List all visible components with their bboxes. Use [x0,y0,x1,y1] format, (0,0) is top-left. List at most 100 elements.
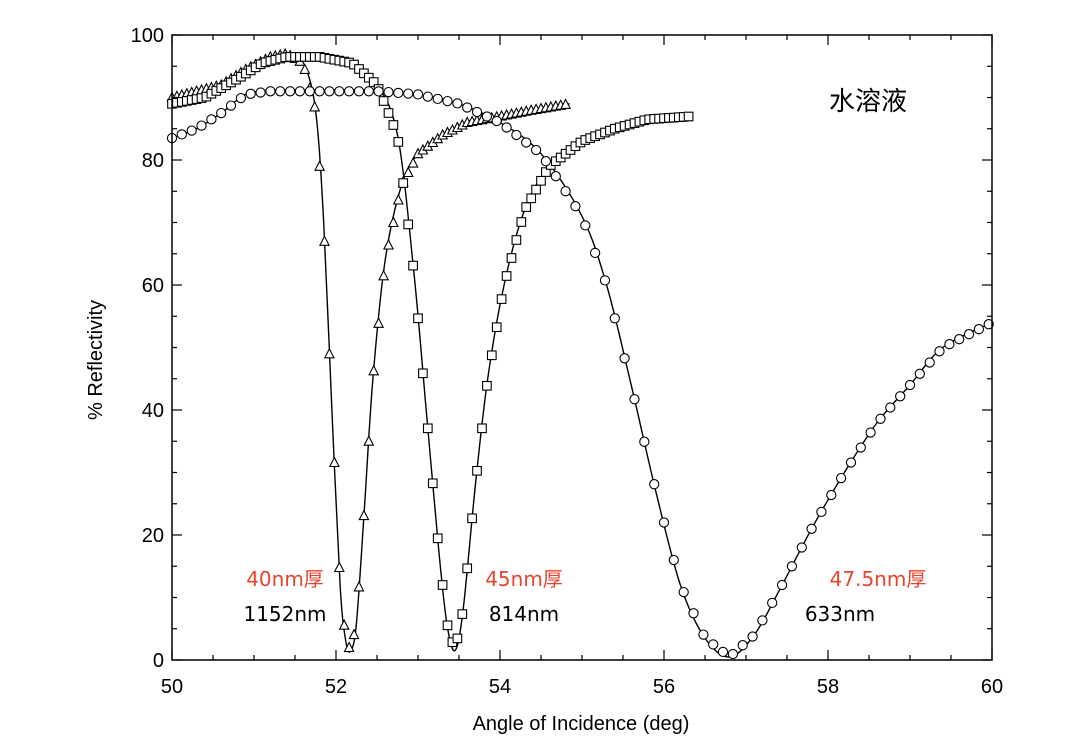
data-point-633nm [383,86,394,98]
data-point-633nm [265,86,276,97]
data-point-633nm [284,86,296,97]
data-point-1152nm [353,580,365,592]
data-point-633nm [580,220,591,231]
data-point-633nm [885,402,896,413]
data-point-633nm [727,648,739,660]
data-point-633nm [649,479,660,490]
data-point-633nm [196,120,207,131]
data-point-633nm [934,346,945,357]
thickness-label-47-5nm: 47.5nm厚 [830,567,927,591]
data-point-633nm [353,86,365,97]
data-point-814nm [486,350,497,361]
data-point-1152nm [402,166,414,178]
data-point-633nm [225,100,237,111]
thickness-label-45nm: 45nm厚 [485,567,563,591]
data-point-633nm [550,171,561,182]
data-point-633nm [560,186,571,197]
data-point-1152nm [319,235,330,246]
data-point-633nm [245,88,256,99]
y-tick-label: 80 [142,150,164,172]
data-point-633nm [403,88,414,99]
data-point-1152nm [392,193,404,205]
axis-ticks: 50 52 54 56 58 60 0 20 40 60 80 100 [131,25,1004,698]
data-point-814nm [516,217,527,227]
data-point-633nm [816,506,827,518]
data-point-814nm [501,271,512,281]
data-point-633nm [294,86,306,97]
data-point-633nm [275,86,286,97]
data-point-633nm [304,86,315,97]
data-point-814nm [683,111,694,122]
data-point-633nm [904,379,916,391]
data-point-814nm [378,96,389,106]
data-point-1152nm [323,347,335,359]
data-point-814nm [408,260,418,271]
data-point-814nm [437,580,448,590]
data-point-633nm [422,91,433,102]
data-point-633nm [983,319,994,330]
data-point-633nm [619,353,630,364]
data-point-633nm [895,391,906,402]
data-point-1152nm [343,641,355,653]
data-point-633nm [432,93,443,105]
data-point-633nm [954,334,965,345]
data-point-633nm [206,114,217,125]
y-tick-label: 0 [153,650,164,672]
data-point-633nm [776,579,788,591]
data-point-814nm [482,380,492,391]
data-point-633nm [924,357,935,368]
data-point-1152nm [333,561,345,573]
data-point-633nm [629,394,640,405]
data-point-814nm [526,193,537,204]
data-point-814nm [398,178,409,188]
data-point-1152nm [309,100,321,112]
x-tick-label: 60 [981,676,1003,698]
data-point-633nm [471,106,483,118]
data-point-1152nm [373,317,385,328]
data-point-1152nm [368,364,380,376]
data-point-633nm [855,442,866,453]
data-point-633nm [452,98,463,109]
data-point-633nm [343,86,355,97]
data-point-814nm [383,108,394,118]
data-point-633nm [393,87,404,99]
data-point-1152nm [560,98,572,109]
data-point-633nm [530,144,542,156]
data-point-633nm [865,427,876,438]
y-tick-label: 20 [142,525,164,547]
data-point-633nm [963,329,975,340]
data-point-633nm [570,201,581,212]
data-point-814nm [432,533,443,544]
wavelength-label-814nm: 814nm [489,602,559,626]
data-point-814nm [491,322,502,333]
data-markers [166,47,994,660]
data-point-814nm [393,137,404,147]
x-tick-label: 56 [653,676,675,698]
x-axis-title: Angle of Incidence (deg) [473,713,690,735]
data-point-633nm [334,86,345,97]
data-point-814nm [388,120,399,130]
x-tick-label: 52 [325,676,347,698]
data-point-814nm [521,202,532,212]
data-point-1152nm [338,618,350,630]
data-point-633nm [255,87,266,98]
data-point-633nm [826,489,837,501]
data-point-814nm [427,478,438,489]
chart-title: 水溶液 [829,87,907,117]
data-point-814nm [506,253,517,263]
data-point-814nm [477,423,487,434]
data-point-633nm [324,86,335,97]
x-tick-label: 50 [161,676,183,698]
data-point-633nm [314,86,325,97]
data-point-633nm [442,95,453,107]
data-point-633nm [944,339,955,350]
x-tick-label: 58 [817,676,839,698]
wavelength-label-1152nm: 1152nm [243,602,326,626]
y-tick-label: 100 [131,25,164,47]
data-point-633nm [708,639,719,650]
data-point-814nm [472,465,482,476]
data-point-633nm [806,523,817,534]
data-point-814nm [457,609,468,619]
wavelength-label-633nm: 633nm [805,602,875,626]
